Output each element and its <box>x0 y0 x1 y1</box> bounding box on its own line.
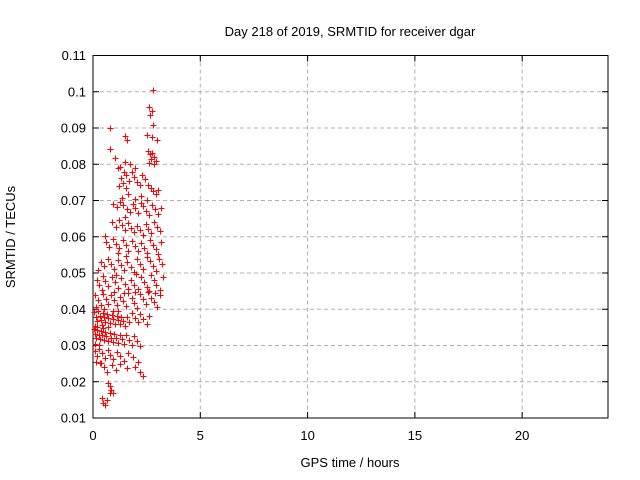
y-tick-label: 0.04 <box>61 302 86 317</box>
y-tick-label: 0.1 <box>68 84 86 99</box>
x-tick-label: 15 <box>408 428 422 443</box>
y-tick-label: 0.07 <box>61 193 86 208</box>
y-tick-label: 0.09 <box>61 121 86 136</box>
tick-labels: 0 5 10 15 20 0.01 0.02 0.03 0.04 0.05 0.06 0.07 0.08… <box>61 48 530 443</box>
x-tick-label: 10 <box>300 428 314 443</box>
x-tick-label: 20 <box>515 428 529 443</box>
x-tick-label: 0 <box>89 428 96 443</box>
y-axis-label: SRMTID / TECUs <box>3 185 18 288</box>
y-tick-label: 0.11 <box>62 48 86 63</box>
series-SRMTID <box>91 87 167 409</box>
grid-lines <box>93 55 608 418</box>
y-tick-label: 0.02 <box>61 374 86 389</box>
y-tick-label: 0.03 <box>61 338 86 353</box>
y-tick-label: 0.01 <box>61 411 86 426</box>
data-points <box>91 87 167 409</box>
x-tick-label: 5 <box>197 428 204 443</box>
chart-title: Day 218 of 2019, SRMTID for receiver dga… <box>225 24 476 39</box>
y-tick-label: 0.08 <box>61 157 86 172</box>
x-axis-label: GPS time / hours <box>301 455 400 470</box>
y-tick-label: 0.06 <box>61 229 86 244</box>
y-tick-label: 0.05 <box>61 266 86 281</box>
axis-ticks <box>92 55 608 419</box>
